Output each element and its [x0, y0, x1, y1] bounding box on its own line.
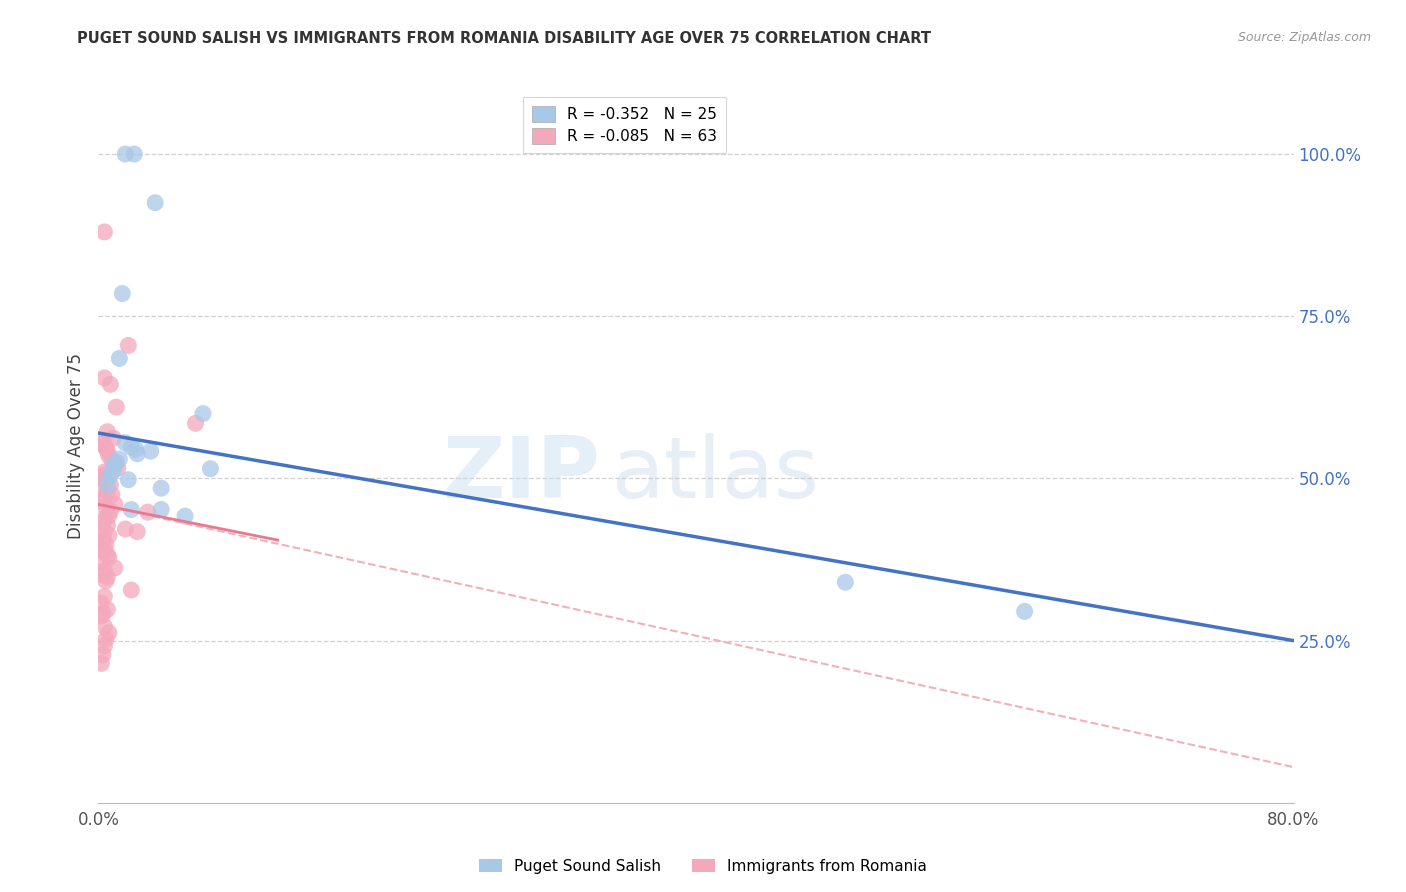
- Point: [94, 632, 117, 647]
- Point: [96, 548, 118, 562]
- Point: [117, 473, 139, 487]
- Point: [98, 478, 122, 492]
- Point: [93, 465, 115, 479]
- Point: [174, 509, 197, 524]
- Point: [90, 471, 112, 485]
- Point: [150, 481, 173, 495]
- Point: [96, 478, 118, 492]
- Point: [96, 570, 118, 584]
- Point: [139, 444, 162, 458]
- Point: [103, 431, 125, 445]
- Point: [105, 455, 128, 469]
- Point: [104, 561, 127, 575]
- Text: ZIP: ZIP: [443, 433, 600, 516]
- Point: [101, 488, 124, 502]
- Point: [834, 575, 856, 590]
- Point: [97, 625, 120, 640]
- Point: [111, 286, 134, 301]
- Point: [91, 544, 114, 558]
- Point: [108, 351, 131, 366]
- Point: [91, 607, 114, 621]
- Point: [127, 447, 149, 461]
- Point: [93, 541, 115, 556]
- Point: [94, 440, 117, 454]
- Point: [94, 475, 117, 489]
- Point: [105, 400, 128, 414]
- Text: PUGET SOUND SALISH VS IMMIGRANTS FROM ROMANIA DISABILITY AGE OVER 75 CORRELATION: PUGET SOUND SALISH VS IMMIGRANTS FROM RO…: [77, 31, 931, 46]
- Point: [200, 461, 222, 475]
- Point: [91, 567, 114, 582]
- Point: [93, 639, 115, 653]
- Point: [120, 502, 142, 516]
- Point: [91, 531, 114, 545]
- Point: [120, 440, 142, 454]
- Point: [124, 147, 146, 161]
- Point: [96, 484, 118, 499]
- Point: [98, 377, 122, 392]
- Point: [103, 464, 125, 478]
- Point: [101, 453, 124, 467]
- Point: [91, 516, 114, 530]
- Point: [103, 458, 125, 473]
- Point: [127, 524, 149, 539]
- Point: [120, 582, 142, 597]
- Point: [90, 481, 112, 495]
- Point: [90, 554, 112, 568]
- Point: [93, 524, 115, 539]
- Point: [117, 338, 139, 352]
- Point: [93, 564, 115, 578]
- Point: [90, 596, 112, 610]
- Text: atlas: atlas: [613, 433, 820, 516]
- Point: [96, 425, 118, 439]
- Point: [94, 538, 117, 552]
- Point: [93, 491, 115, 505]
- Point: [96, 518, 118, 533]
- Point: [91, 648, 114, 662]
- Point: [90, 657, 112, 671]
- Point: [94, 500, 117, 515]
- Point: [143, 195, 166, 210]
- Point: [98, 504, 122, 518]
- Point: [93, 371, 115, 385]
- Point: [150, 502, 173, 516]
- Legend: R = -0.352   N = 25, R = -0.085   N = 63: R = -0.352 N = 25, R = -0.085 N = 63: [523, 97, 725, 153]
- Point: [136, 505, 159, 519]
- Point: [93, 619, 115, 633]
- Point: [125, 442, 148, 457]
- Point: [191, 407, 214, 421]
- Point: [90, 535, 112, 549]
- Point: [90, 609, 112, 624]
- Point: [97, 449, 120, 463]
- Y-axis label: Disability Age Over 75: Disability Age Over 75: [66, 353, 84, 539]
- Point: [98, 468, 122, 483]
- Point: [1014, 604, 1036, 618]
- Point: [97, 509, 120, 524]
- Point: [114, 147, 136, 161]
- Point: [108, 452, 131, 467]
- Point: [114, 435, 136, 450]
- Point: [90, 494, 112, 508]
- Point: [91, 468, 114, 483]
- Point: [93, 511, 115, 525]
- Point: [91, 434, 114, 448]
- Point: [97, 550, 120, 565]
- Point: [107, 461, 129, 475]
- Point: [93, 590, 115, 604]
- Point: [97, 528, 120, 542]
- Point: [93, 225, 115, 239]
- Point: [114, 522, 136, 536]
- Point: [90, 437, 112, 451]
- Point: [94, 574, 117, 588]
- Point: [104, 497, 127, 511]
- Point: [96, 444, 118, 458]
- Legend: Puget Sound Salish, Immigrants from Romania: Puget Sound Salish, Immigrants from Roma…: [472, 853, 934, 880]
- Point: [104, 457, 127, 471]
- Point: [184, 417, 207, 431]
- Point: [96, 602, 118, 616]
- Text: Source: ZipAtlas.com: Source: ZipAtlas.com: [1237, 31, 1371, 45]
